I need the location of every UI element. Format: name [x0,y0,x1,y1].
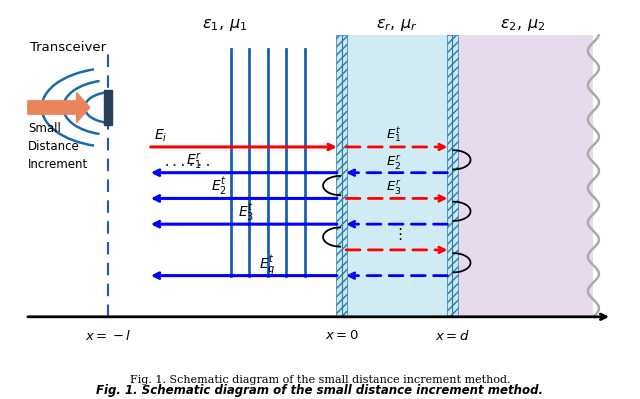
Text: $\varepsilon_2,\,\mu_2$: $\varepsilon_2,\,\mu_2$ [500,17,545,33]
Text: $\varepsilon_r,\,\mu_r$: $\varepsilon_r,\,\mu_r$ [376,17,418,33]
Text: Fig. 1. Schematic diagram of the small distance increment method.: Fig. 1. Schematic diagram of the small d… [130,375,510,385]
Text: $E_q^t$: $E_q^t$ [259,253,276,277]
Text: $E_3^t$: $E_3^t$ [238,201,254,223]
Text: $x=0$: $x=0$ [324,329,358,342]
Bar [104,90,113,124]
Text: $E_2^t$: $E_2^t$ [211,176,227,198]
Text: $E_3^r$: $E_3^r$ [386,178,401,196]
Text: Small
Distance
Increment: Small Distance Increment [28,122,88,172]
Bar [447,36,458,317]
Text: ......: ...... [163,155,213,170]
Text: $x=-l$: $x=-l$ [85,329,131,343]
Text: $E_2^r$: $E_2^r$ [386,153,401,171]
Text: Fig. 1. Schematic diagram of the small distance increment method.: Fig. 1. Schematic diagram of the small d… [97,384,543,397]
Bar [336,36,347,317]
Text: $E_1^t$: $E_1^t$ [386,126,401,145]
Text: $\vdots$: $\vdots$ [392,226,402,242]
Bar [342,36,452,317]
Bar [452,36,593,317]
Text: $E_1^r$: $E_1^r$ [186,151,202,171]
Text: $x=d$: $x=d$ [435,329,470,343]
Text: Transceiver: Transceiver [30,41,106,54]
Text: $E_i$: $E_i$ [154,127,167,144]
Text: $\varepsilon_1,\,\mu_1$: $\varepsilon_1,\,\mu_1$ [202,17,247,33]
